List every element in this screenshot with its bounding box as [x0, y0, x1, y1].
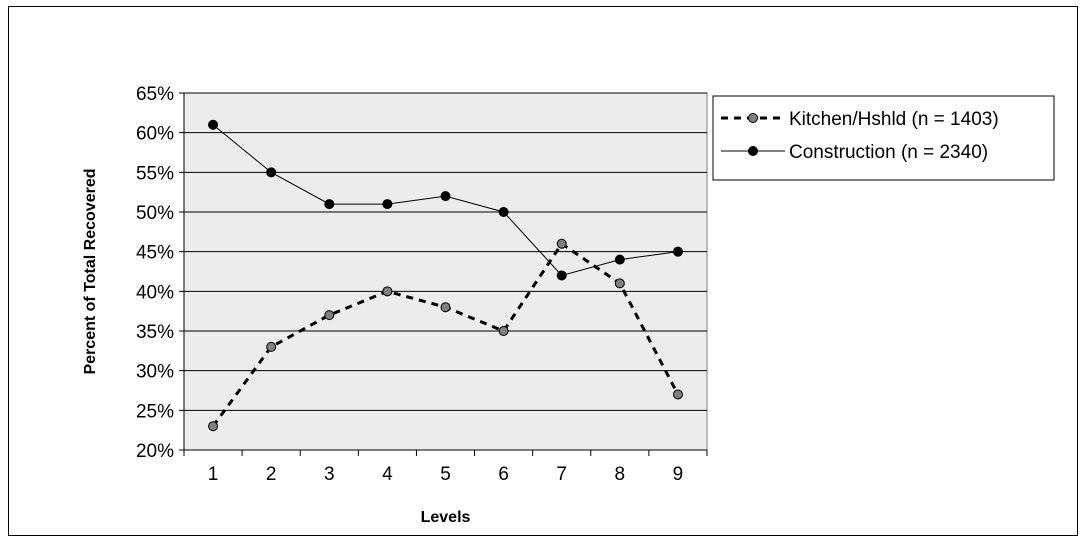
y-tick-label: 55%	[136, 163, 174, 184]
legend-box	[712, 95, 1055, 181]
plot-area	[183, 92, 708, 451]
series-1-point	[324, 199, 335, 210]
y-tick-label: 35%	[136, 322, 174, 343]
y-axis-title: Percent of Total Recovered	[82, 169, 99, 375]
legend-marker-0	[748, 113, 758, 123]
series-1-point	[382, 199, 393, 210]
x-tick-label: 2	[266, 464, 277, 485]
series-1-point	[266, 167, 277, 178]
series-0-point	[556, 238, 567, 249]
y-tick-label: 30%	[136, 362, 174, 383]
x-tick-label: 7	[556, 464, 567, 485]
legend-label-1: Construction (n = 2340)	[789, 142, 988, 163]
series-1-point	[208, 119, 219, 130]
y-tick-label: 40%	[136, 282, 174, 303]
y-tick-label: 20%	[136, 441, 174, 462]
series-1-point	[498, 207, 509, 217]
series-0-point	[498, 326, 509, 336]
y-tick-label: 45%	[136, 243, 174, 264]
series-0-point	[266, 341, 277, 352]
x-tick-label: 8	[615, 464, 626, 485]
series-0-point	[614, 278, 625, 289]
x-tick-label: 6	[498, 464, 509, 485]
y-tick-label: 60%	[136, 124, 174, 145]
series-1-point	[440, 191, 451, 202]
y-tick-label: 65%	[136, 84, 174, 105]
legend-label-0: Kitchen/Hshld (n = 1403)	[789, 109, 999, 130]
x-axis-title: Levels	[421, 509, 471, 526]
series-0-point	[672, 389, 683, 400]
series-1-point	[614, 254, 625, 265]
x-tick-label: 9	[673, 464, 684, 485]
series-1-point	[556, 270, 567, 281]
x-tick-label: 3	[324, 464, 335, 485]
y-tick-label: 25%	[136, 401, 174, 422]
x-tick-label: 5	[440, 464, 451, 485]
series-0-point	[440, 302, 451, 313]
series-1-point	[672, 246, 683, 257]
x-tick-label: 1	[208, 464, 219, 485]
series-0-point	[208, 421, 219, 432]
y-tick-label: 50%	[136, 203, 174, 224]
series-0-point	[324, 310, 335, 321]
series-0-point	[382, 286, 393, 297]
x-tick-label: 4	[382, 464, 393, 485]
legend-marker-1	[748, 146, 758, 156]
